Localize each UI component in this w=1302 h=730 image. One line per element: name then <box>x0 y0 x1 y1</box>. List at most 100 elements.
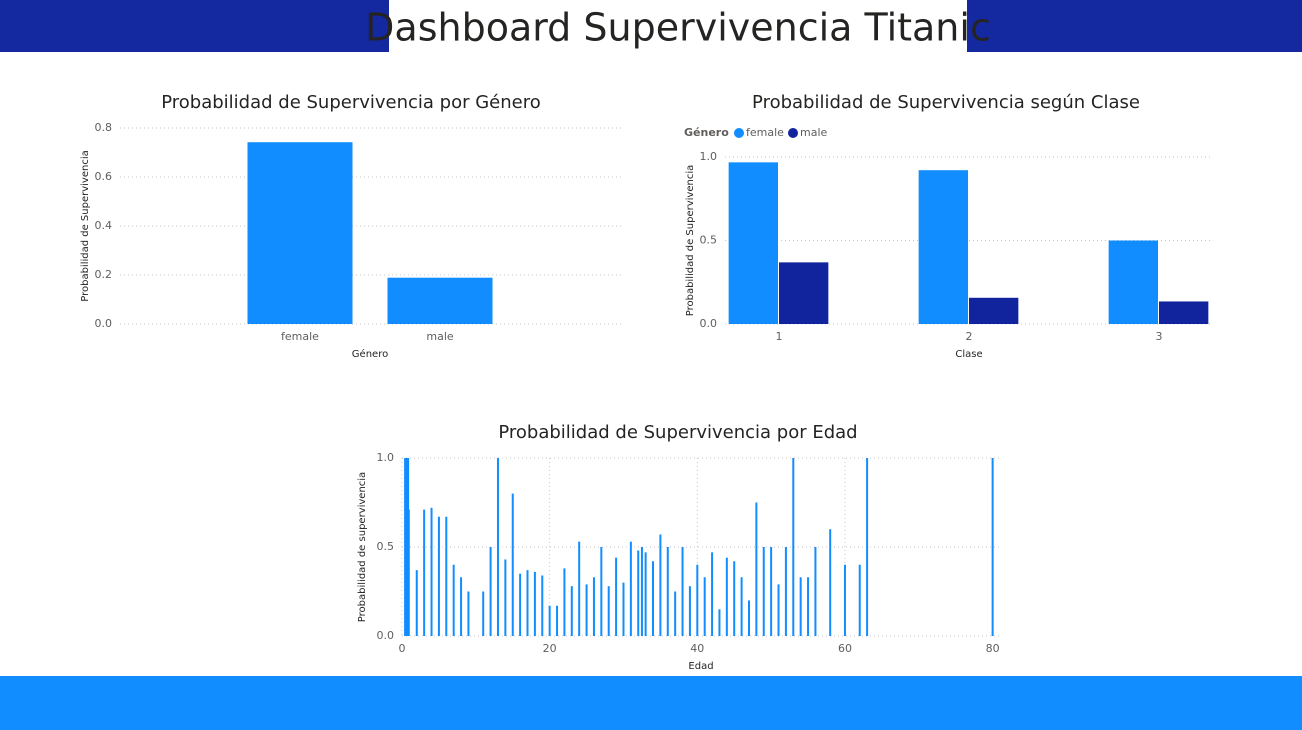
bar <box>718 609 721 636</box>
legend-label: male <box>800 126 828 139</box>
bar <box>696 564 699 636</box>
legend-label: female <box>746 126 784 139</box>
bar <box>674 591 677 636</box>
x-tick-label: 1 <box>776 330 783 343</box>
bar <box>740 577 743 636</box>
bar <box>460 577 463 636</box>
bar <box>640 547 643 636</box>
x-tick-label: male <box>426 330 454 343</box>
bar <box>489 547 492 636</box>
bar <box>526 570 529 636</box>
x-axis-label: Género <box>352 348 388 360</box>
x-tick-label: 40 <box>690 642 704 655</box>
x-tick-label: 60 <box>838 642 852 655</box>
bar <box>1159 301 1209 324</box>
bar <box>541 575 544 636</box>
bar <box>866 458 869 636</box>
bar <box>496 458 499 636</box>
bar <box>792 458 795 636</box>
bar <box>829 529 832 636</box>
bar <box>991 458 994 636</box>
bar <box>858 564 861 636</box>
bar <box>452 564 455 636</box>
bar <box>482 591 485 636</box>
bar <box>570 586 573 636</box>
y-axis-label: Probabilidad de Supervivencia <box>685 165 696 317</box>
bar <box>814 547 817 636</box>
chart-title: Probabilidad de Supervivencia según Clas… <box>752 92 1140 113</box>
y-tick-label: 0.0 <box>95 317 113 330</box>
bar <box>387 277 493 324</box>
bar <box>423 509 426 636</box>
bar <box>407 509 410 636</box>
x-tick-label: 2 <box>966 330 973 343</box>
bar <box>467 591 470 636</box>
bar <box>563 568 566 636</box>
bar <box>607 586 610 636</box>
bar <box>777 584 780 636</box>
bar <box>511 493 514 636</box>
bar <box>681 547 684 636</box>
x-axis-label: Clase <box>955 349 982 360</box>
bar <box>637 550 640 636</box>
bar <box>415 570 418 636</box>
y-tick-label: 0.0 <box>377 629 395 642</box>
x-tick-label: female <box>281 330 319 343</box>
legend-swatch <box>734 128 744 138</box>
bar <box>807 577 810 636</box>
bar <box>755 502 758 636</box>
bar <box>445 516 448 636</box>
y-tick-label: 0.0 <box>700 317 718 330</box>
bar <box>703 577 706 636</box>
bar <box>659 534 662 636</box>
bar <box>629 541 632 636</box>
legend-swatch <box>788 128 798 138</box>
bar <box>779 262 829 324</box>
bar <box>1108 240 1158 324</box>
x-axis-label: Edad <box>688 661 713 672</box>
y-tick-label: 0.8 <box>95 121 113 134</box>
y-tick-label: 0.6 <box>95 170 113 183</box>
y-tick-label: 0.2 <box>95 268 113 281</box>
bar <box>592 577 595 636</box>
y-tick-label: 0.5 <box>700 234 718 247</box>
title-box <box>389 0 967 52</box>
y-axis-label: Probabilidad de supervivencia <box>357 472 368 622</box>
bar <box>728 162 778 324</box>
bar <box>969 297 1019 324</box>
bar <box>762 547 765 636</box>
bar <box>600 547 603 636</box>
bar <box>799 577 802 636</box>
bar <box>437 516 440 636</box>
bar <box>711 552 714 636</box>
bar <box>533 571 536 636</box>
dashboard-title: Dashboard Supervivencia Titanic <box>365 6 991 50</box>
y-tick-label: 0.4 <box>95 219 113 232</box>
y-tick-label: 1.0 <box>700 150 718 163</box>
bar <box>615 557 618 636</box>
bar <box>247 142 353 324</box>
x-tick-label: 3 <box>1156 330 1163 343</box>
x-tick-label: 80 <box>986 642 1000 655</box>
bar <box>725 557 728 636</box>
y-tick-label: 1.0 <box>377 451 395 464</box>
bar <box>519 573 522 636</box>
bar <box>578 541 581 636</box>
footer-bar <box>0 676 1302 730</box>
bar <box>585 584 588 636</box>
bar <box>504 559 507 636</box>
bar <box>784 547 787 636</box>
bar <box>770 547 773 636</box>
bar <box>747 600 750 636</box>
bar <box>548 605 551 636</box>
bar <box>843 564 846 636</box>
chart-title: Probabilidad de Supervivencia por Género <box>161 92 541 113</box>
bar <box>622 582 625 636</box>
bar <box>556 605 559 636</box>
bar <box>918 170 968 324</box>
bar <box>688 586 691 636</box>
bar <box>644 552 647 636</box>
chart-title: Probabilidad de Supervivencia por Edad <box>498 422 857 443</box>
x-tick-label: 20 <box>543 642 557 655</box>
